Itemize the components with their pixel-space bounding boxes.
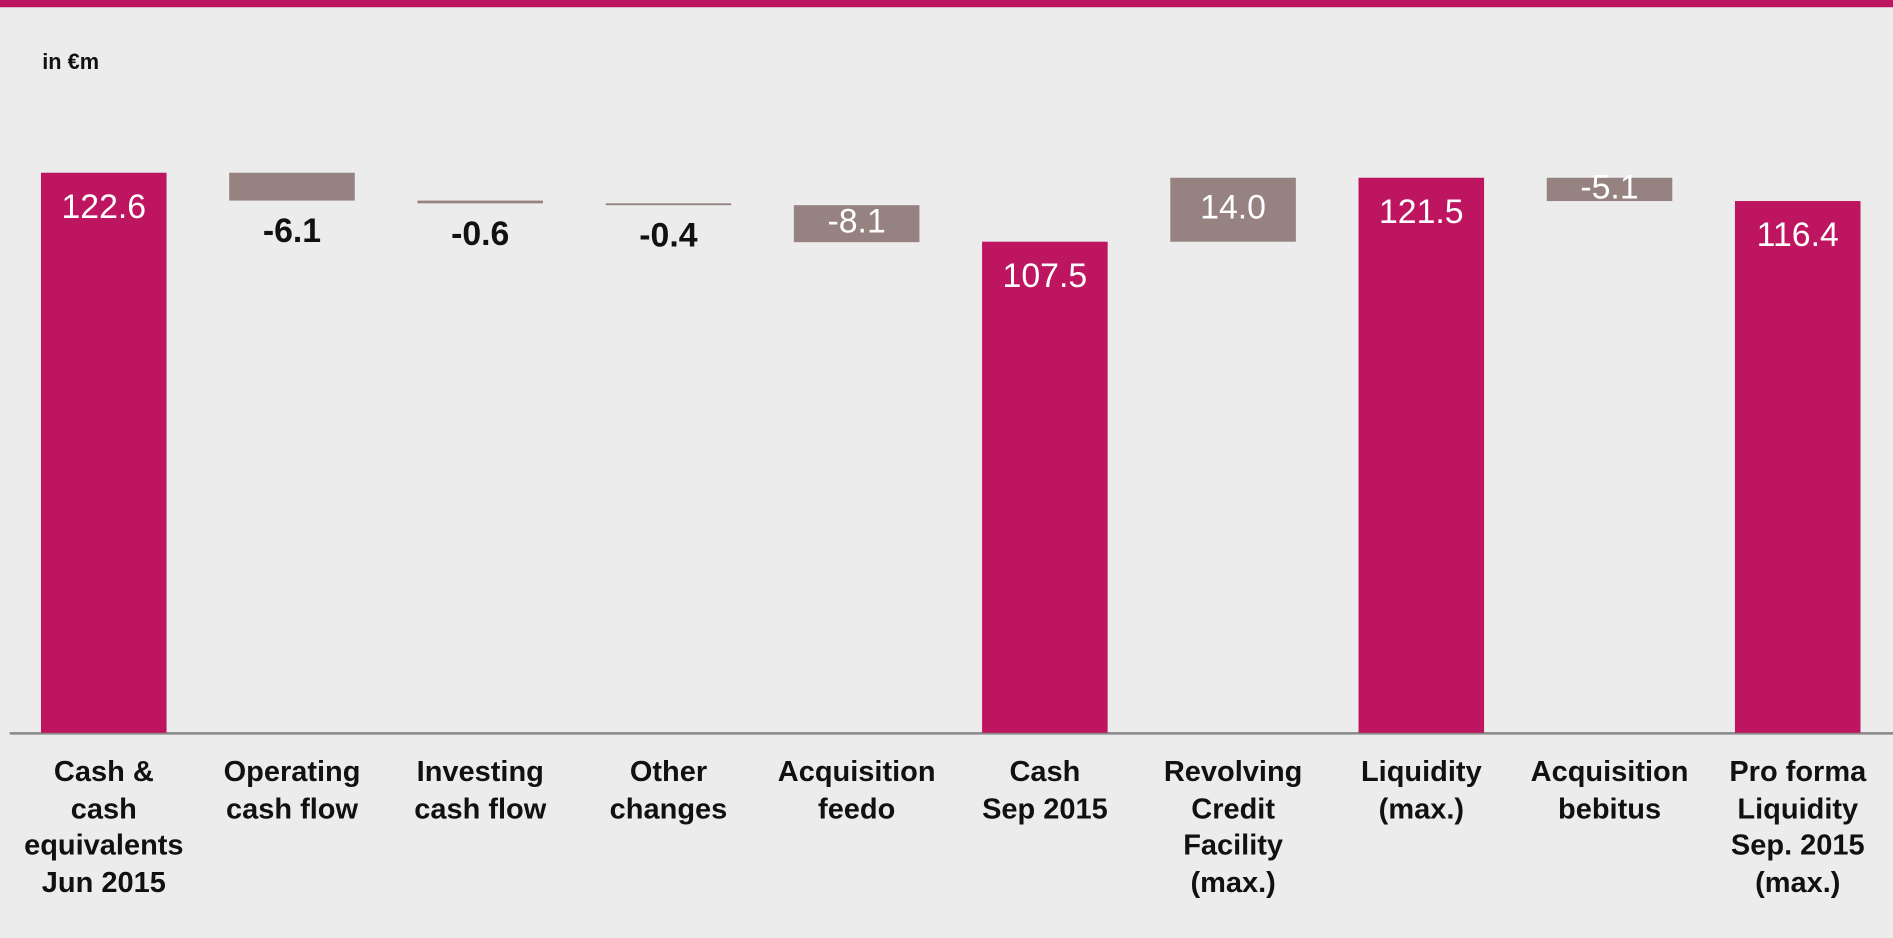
value-label: -6.1 bbox=[263, 212, 321, 250]
category-label: Investing cash flow bbox=[414, 755, 547, 826]
category-label: Liquidity (max.) bbox=[1360, 755, 1482, 826]
category-label: Cash & cash equivalents Jun 2015 bbox=[24, 755, 184, 899]
category-label: Other changes bbox=[609, 755, 728, 826]
value-label: -8.1 bbox=[828, 203, 886, 241]
delta-bar bbox=[1170, 177, 1296, 242]
category-label: Acquisition feedo bbox=[777, 755, 936, 826]
value-label: 122.6 bbox=[61, 188, 146, 226]
delta-bar bbox=[605, 203, 732, 206]
value-label: 14.0 bbox=[1200, 189, 1266, 227]
delta-bar bbox=[1546, 177, 1673, 202]
value-label: 107.5 bbox=[1003, 257, 1088, 295]
delta-bar bbox=[417, 200, 543, 204]
top-bar bbox=[0, 0, 1893, 8]
value-label: -0.4 bbox=[639, 217, 697, 255]
category-label: Operating cash flow bbox=[223, 755, 361, 826]
value-label: 121.5 bbox=[1379, 193, 1464, 231]
total-bar bbox=[1734, 201, 1861, 733]
delta-bar bbox=[793, 205, 920, 243]
category-label: Pro forma Liquidity Sep. 2015 (max.) bbox=[1729, 755, 1867, 899]
category-label: Cash Sep 2015 bbox=[982, 755, 1108, 826]
category-label: Revolving Credit Facility (max.) bbox=[1163, 755, 1303, 899]
total-bar bbox=[1358, 177, 1485, 733]
total-bar bbox=[982, 241, 1108, 733]
value-label: -5.1 bbox=[1580, 168, 1638, 206]
category-label: Acquisition bebitus bbox=[1530, 755, 1689, 826]
delta-bar bbox=[229, 172, 355, 201]
value-label: 116.4 bbox=[1757, 216, 1839, 254]
unit-label: in €m bbox=[42, 49, 100, 74]
value-label: -0.6 bbox=[451, 215, 509, 253]
total-bar bbox=[40, 172, 167, 733]
